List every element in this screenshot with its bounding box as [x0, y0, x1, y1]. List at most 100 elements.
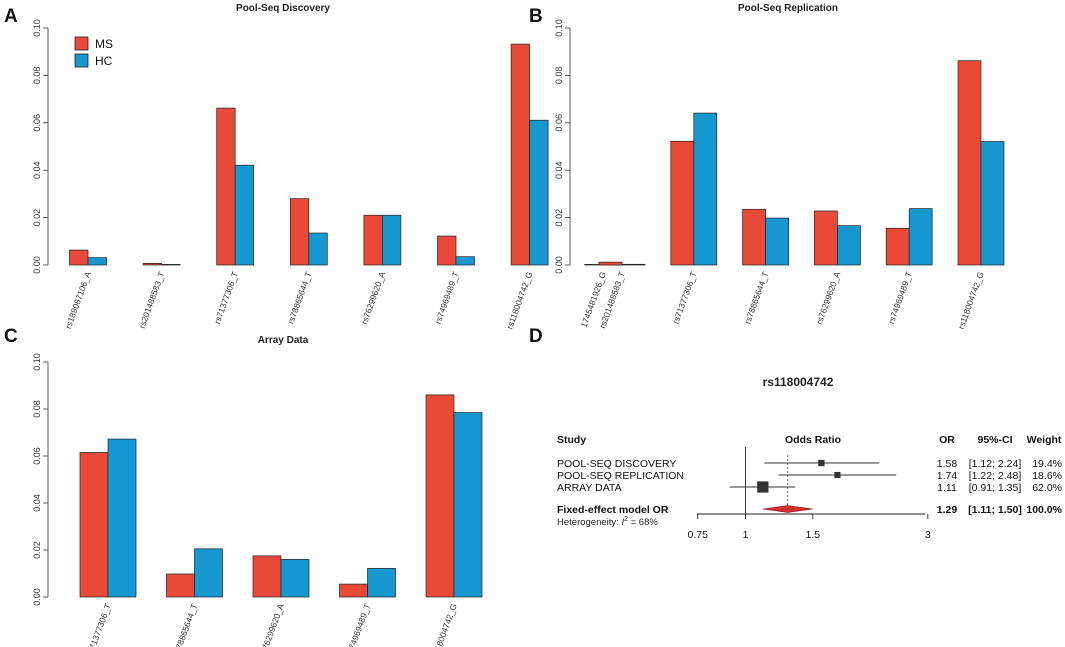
forest-header-odds-ratio: Odds Ratio — [785, 434, 841, 446]
legend-ms-swatch — [74, 36, 89, 51]
y-tick-label: 0.08 — [554, 67, 564, 85]
bar-hc-rs74969489_T — [455, 256, 475, 266]
bar-hc-rs71377306_T — [693, 112, 718, 266]
study-weight: 18.6% — [1032, 470, 1062, 482]
y-tick-label: 0.08 — [32, 400, 42, 418]
forest-header-ci: 95%-CI — [977, 434, 1012, 446]
bar-hc-rs201488583_T — [621, 263, 646, 266]
bar-ms-rs78865644_T — [166, 573, 195, 598]
bar-hc-rs71377306_T — [234, 164, 255, 266]
y-tick-label: 0.04 — [32, 161, 42, 179]
panel-a-title: Pool-Seq Discovery — [236, 3, 330, 14]
heterogeneity-prefix: Heterogeneity: — [557, 517, 621, 528]
bar-ms-rs78865644_T — [742, 208, 766, 266]
forest-title: rs118004742 — [763, 375, 834, 389]
pooled-name: Fixed-effect model OR — [557, 504, 669, 516]
study-ci: [1.12; 2.24] — [969, 458, 1022, 470]
y-tick-label: 0.06 — [32, 447, 42, 465]
legend-hc-label: HC — [95, 54, 113, 68]
bar-ms-rs78865644_T — [289, 198, 310, 266]
study-ci: [0.91; 1.35] — [969, 482, 1022, 494]
bar-ms-rs76299620_A — [814, 210, 838, 266]
study-ci: [1.22; 2.48] — [969, 470, 1022, 482]
bar-hc-rs74969489_T — [908, 208, 933, 266]
bar-ms-rs201488583_T — [142, 262, 162, 266]
study-point — [818, 459, 825, 467]
y-tick-label: 0.04 — [32, 494, 42, 512]
forest-x-tick-label: 3 — [925, 529, 931, 541]
study-weight: 19.4% — [1032, 458, 1062, 470]
panel-b-title: Pool-Seq Replication — [738, 3, 838, 14]
forest-heterogeneity: Heterogeneity: I2 = 68% — [557, 516, 658, 528]
y-tick-label: 0.02 — [32, 209, 42, 227]
forest-x-tick-label: 1 — [743, 529, 749, 541]
forest-header-or: OR — [939, 434, 955, 446]
pooled-or: 1.29 — [937, 504, 958, 516]
y-tick-label: 0.04 — [554, 161, 564, 179]
bar-hc-rs76299620_A — [280, 559, 310, 598]
y-tick-label: 0.02 — [554, 209, 564, 227]
panel-d-forest-plot: D rs118004742 Study Odds Ratio OR 95%-CI… — [529, 326, 1063, 541]
bar-hc-rs118004742_G — [453, 412, 483, 598]
heterogeneity-sup: 2 — [624, 516, 628, 523]
study-name: POOL-SEQ REPLICATION — [557, 470, 684, 482]
bar-hc-rs78865644_T — [765, 217, 789, 266]
panel-b-letter: B — [529, 6, 543, 27]
forest-x-tick-label: 1.5 — [805, 529, 820, 541]
study-point — [757, 481, 769, 493]
pooled-weight: 100.0% — [1026, 504, 1062, 516]
bar-hc-rs201488583_T — [161, 264, 181, 266]
y-tick-label: 0.00 — [554, 256, 564, 274]
bar-ms-rs74969489_T — [885, 227, 910, 266]
y-tick-label: 0.10 — [32, 353, 42, 371]
bar-ms-rs189087106_A — [69, 249, 89, 266]
panel-c-title: Array Data — [258, 335, 309, 346]
bar-ms-rs118004742_G — [425, 394, 455, 598]
bar-ms-rs74969489_T — [339, 583, 368, 598]
study-or: 1.58 — [937, 458, 958, 470]
study-weight: 62.0% — [1032, 482, 1062, 494]
bar-hc-rs71377306_T — [107, 438, 137, 598]
bar-ms-rs71377306_T — [670, 140, 695, 266]
legend: MS HC — [74, 36, 113, 68]
bar-hc-rs78865644_T — [194, 548, 223, 598]
y-tick-label: 0.08 — [32, 67, 42, 85]
y-tick-label: 0.02 — [32, 541, 42, 559]
bar-ms-rs76299620_A — [363, 214, 383, 266]
study-or: 1.74 — [937, 470, 958, 482]
heterogeneity-symbol: I — [621, 517, 624, 528]
pooled-diamond — [762, 505, 813, 513]
y-tick-label: 0.10 — [32, 19, 42, 37]
panel-d-letter: D — [529, 326, 543, 347]
y-tick-label: 0.00 — [32, 588, 42, 606]
forest-axis: 0.75 1 1.5 3 — [688, 513, 931, 541]
bar-ms-rs71377306_T — [79, 452, 109, 598]
pooled-ci: [1.11; 1.50] — [968, 504, 1022, 516]
study-name: POOL-SEQ DISCOVERY — [557, 458, 676, 470]
bar-ms-rs76299620_A — [252, 555, 282, 598]
bar-hc-rs118004742_G — [529, 119, 549, 266]
bar-ms-rs118004742_G — [957, 60, 982, 266]
y-tick-label: 0.10 — [554, 19, 564, 37]
bar-hc-rs189087106_A — [87, 257, 107, 266]
y-tick-label: 0.06 — [32, 114, 42, 132]
forest-header-study: Study — [557, 434, 586, 446]
bar-ms-rs74969489_T — [437, 235, 457, 266]
bar-ms-rs71377306_T — [216, 107, 236, 266]
study-point — [834, 471, 841, 479]
forest-header-weight: Weight — [1027, 434, 1062, 446]
bar-hc-rs118004742_G — [980, 141, 1005, 266]
heterogeneity-value: = 68% — [628, 517, 658, 528]
bar-hc-rs76299620_A — [837, 225, 861, 266]
bar-hc-rs76299620_A — [382, 214, 402, 266]
bar-ms-rs201488583_T — [598, 261, 623, 266]
panel-c-letter: C — [4, 326, 18, 347]
forest-rows: POOL-SEQ DISCOVERY 1.58 [1.12; 2.24] 19.4% P… — [557, 447, 1063, 516]
bar-hc-rs78865644_T — [308, 232, 328, 266]
bar-ms-rs118004742_G — [510, 43, 530, 266]
legend-hc-swatch — [74, 53, 89, 68]
panel-a-letter: A — [4, 6, 18, 27]
study-name: ARRAY DATA — [557, 482, 622, 494]
